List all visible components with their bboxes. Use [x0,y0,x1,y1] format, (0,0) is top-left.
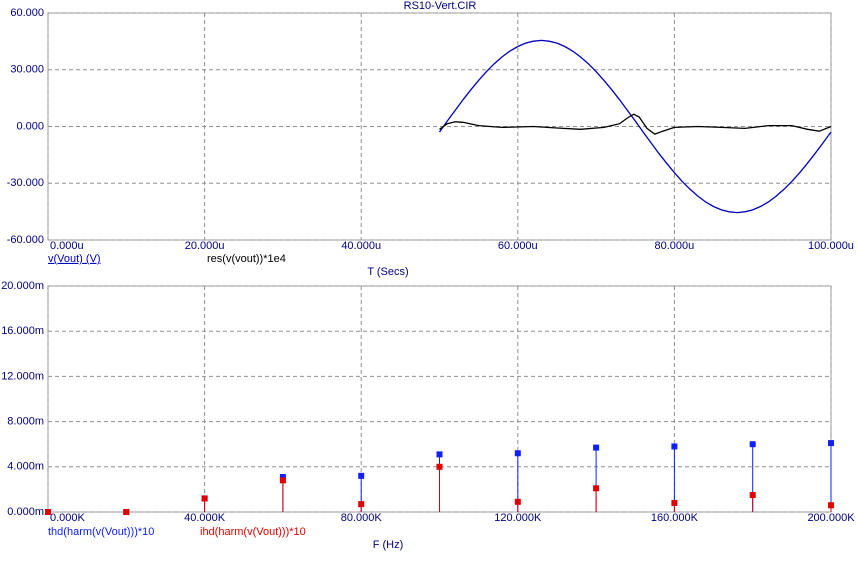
x-tick-label: 60.000u [498,240,538,252]
legend-label: res(v(vout))*1e4 [207,253,286,265]
x-tick-label: 40.000u [341,240,381,252]
x-axis-label: T (Secs) [367,266,408,278]
x-tick-label: 40.000K [184,512,226,524]
stem-marker [593,485,600,492]
legend-label: ihd(harm(v(Vout)))*10 [200,526,306,538]
x-tick-label: 120.000K [494,512,542,524]
y-tick-label: 0.000m [7,506,44,518]
stem-marker [123,509,130,515]
x-tick-label: 20.000u [185,240,225,252]
x-tick-label: 160.000K [651,512,699,524]
legend-label: v(Vout) (V) [48,253,101,265]
stem-marker [514,450,521,457]
y-tick-label: 60.000 [10,7,44,19]
stem-marker [45,509,51,515]
stem-marker [358,501,365,508]
series-line [438,39,832,214]
x-tick-label: 200.000K [807,512,855,524]
x-tick-label: 0.000K [50,512,86,524]
stem-marker [749,492,756,499]
y-tick-label: 16.000m [1,325,44,337]
stem-marker [593,444,600,451]
legend-label: thd(harm(v(Vout)))*10 [48,526,154,538]
y-tick-label: -30.000 [7,177,44,189]
stem-marker [201,495,208,502]
y-tick-label: 0.000 [16,120,44,132]
y-tick-label: -60.000 [7,234,44,246]
x-tick-label: 100.000u [808,240,854,252]
x-tick-label: 0.000u [50,240,84,252]
stem-marker [828,440,834,447]
y-tick-label: 12.000m [1,370,44,382]
stem-marker [671,443,678,450]
stem-marker [828,502,834,509]
stem-marker [749,441,756,448]
x-tick-label: 80.000u [655,240,695,252]
x-axis-label: F (Hz) [373,539,404,551]
y-tick-label: 4.000m [7,461,44,473]
stem-marker [436,451,443,458]
series-line [439,113,832,135]
stem-marker [279,473,286,480]
stem-marker [514,498,521,505]
y-tick-label: 20.000m [1,280,44,292]
stem-marker [436,463,443,470]
stem-marker [358,472,365,479]
chart-title: RS10-Vert.CIR [404,0,477,12]
y-tick-label: 8.000m [7,416,44,428]
stem-marker [671,499,678,506]
x-tick-label: 80.000K [341,512,383,524]
stem-marker [279,477,286,484]
y-tick-label: 30.000 [10,64,44,76]
